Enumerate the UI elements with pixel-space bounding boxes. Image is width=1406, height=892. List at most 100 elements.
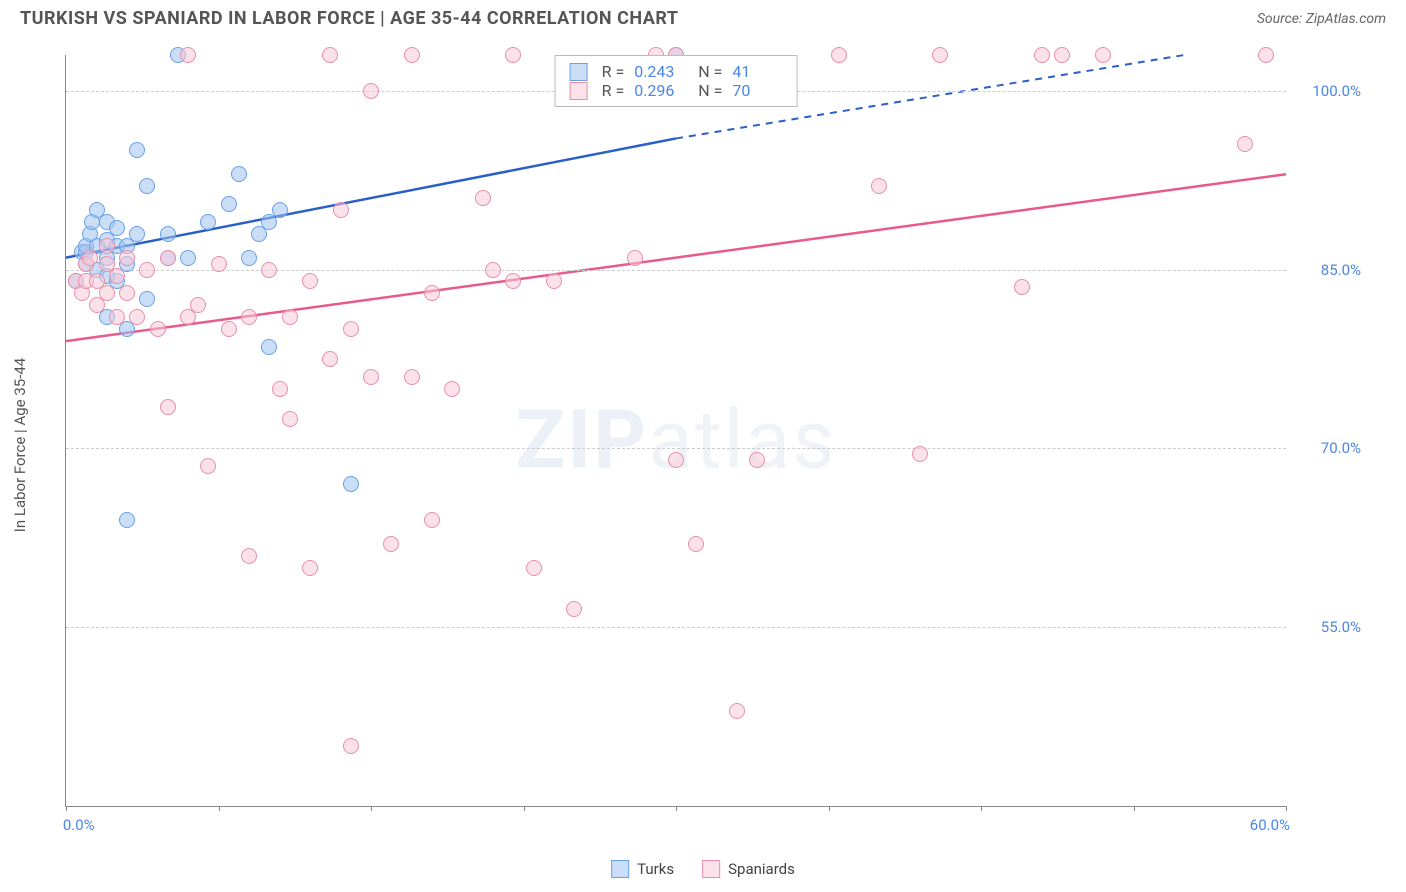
scatter-point — [831, 47, 847, 63]
scatter-point — [871, 178, 887, 194]
scatter-point — [180, 47, 196, 63]
r-value: 0.243 — [634, 62, 684, 81]
y-axis-label: In Labor Force | Age 35-44 — [11, 358, 29, 532]
n-label: N = — [698, 81, 722, 100]
scatter-point — [129, 309, 145, 325]
scatter-point — [424, 285, 440, 301]
scatter-point — [627, 250, 643, 266]
scatter-point — [241, 250, 257, 266]
scatter-point — [485, 262, 501, 278]
source-label: Source: ZipAtlas.com — [1257, 11, 1386, 27]
legend-label: Spaniards — [728, 860, 795, 878]
scatter-point — [302, 560, 318, 576]
gridline — [66, 627, 1286, 628]
r-label: R = — [602, 81, 625, 100]
scatter-point — [139, 291, 155, 307]
scatter-point — [343, 321, 359, 337]
scatter-point — [99, 238, 115, 254]
n-label: N = — [698, 62, 722, 81]
x-tick — [1286, 806, 1287, 811]
scatter-point — [139, 178, 155, 194]
x-tick-label: 60.0% — [1250, 816, 1290, 834]
scatter-point — [302, 273, 318, 289]
scatter-point — [932, 47, 948, 63]
stats-legend: R = 0.243 N = 41R = 0.296 N = 70 — [555, 55, 798, 107]
scatter-point — [129, 226, 145, 242]
scatter-point — [261, 339, 277, 355]
scatter-point — [119, 285, 135, 301]
y-tick-label: 100.0% — [1312, 82, 1361, 100]
scatter-point — [444, 381, 460, 397]
legend-swatch — [611, 860, 629, 878]
gridline — [66, 448, 1286, 449]
scatter-point — [1054, 47, 1070, 63]
scatter-point — [566, 601, 582, 617]
scatter-point — [282, 309, 298, 325]
r-value: 0.296 — [634, 81, 684, 100]
scatter-point — [546, 273, 562, 289]
scatter-point — [129, 142, 145, 158]
scatter-point — [190, 297, 206, 313]
scatter-point — [1258, 47, 1274, 63]
scatter-point — [231, 166, 247, 182]
trend-svg — [66, 55, 1286, 806]
x-tick — [66, 806, 67, 811]
scatter-point — [261, 262, 277, 278]
trend-line — [66, 138, 676, 257]
scatter-point — [404, 47, 420, 63]
scatter-point — [211, 256, 227, 272]
scatter-point — [363, 83, 379, 99]
scatter-point — [404, 369, 420, 385]
stats-legend-row: R = 0.296 N = 70 — [570, 81, 783, 100]
scatter-point — [241, 548, 257, 564]
scatter-point — [688, 536, 704, 552]
scatter-point — [505, 47, 521, 63]
scatter-point — [1014, 279, 1030, 295]
scatter-point — [139, 262, 155, 278]
scatter-point — [333, 202, 349, 218]
scatter-point — [99, 285, 115, 301]
stats-legend-row: R =0.243N =41 — [570, 62, 783, 81]
scatter-point — [475, 190, 491, 206]
scatter-point — [200, 214, 216, 230]
scatter-point — [272, 202, 288, 218]
scatter-point — [363, 369, 379, 385]
legend-swatch — [570, 63, 588, 81]
x-tick — [981, 806, 982, 811]
scatter-point — [160, 399, 176, 415]
n-value: 41 — [732, 62, 782, 81]
scatter-point — [160, 226, 176, 242]
scatter-point — [729, 703, 745, 719]
scatter-point — [749, 452, 765, 468]
scatter-point — [119, 512, 135, 528]
plot-area: ZIPatlas R =0.243N =41R =0.296N =70 55.0… — [65, 55, 1286, 807]
scatter-point — [109, 220, 125, 236]
scatter-point — [322, 47, 338, 63]
scatter-point — [505, 273, 521, 289]
scatter-point — [82, 250, 98, 266]
series-legend: TurksSpaniards — [611, 860, 795, 878]
y-tick-label: 55.0% — [1321, 618, 1361, 636]
scatter-point — [1237, 136, 1253, 152]
chart-title: TURKISH VS SPANIARD IN LABOR FORCE | AGE… — [20, 8, 679, 29]
x-tick — [676, 806, 677, 811]
x-tick — [829, 806, 830, 811]
scatter-point — [272, 381, 288, 397]
scatter-point — [200, 458, 216, 474]
scatter-point — [322, 351, 338, 367]
scatter-point — [668, 452, 684, 468]
scatter-point — [282, 411, 298, 427]
scatter-point — [180, 250, 196, 266]
scatter-point — [221, 196, 237, 212]
scatter-point — [119, 250, 135, 266]
scatter-point — [150, 321, 166, 337]
x-tick — [1134, 806, 1135, 811]
chart-container: In Labor Force | Age 35-44 ZIPatlas R =0… — [30, 45, 1366, 827]
gridline — [66, 270, 1286, 271]
y-tick-label: 85.0% — [1321, 261, 1361, 279]
legend-item: Spaniards — [702, 860, 795, 878]
n-value: 70 — [732, 81, 782, 100]
scatter-point — [221, 321, 237, 337]
scatter-point — [343, 738, 359, 754]
x-tick — [371, 806, 372, 811]
